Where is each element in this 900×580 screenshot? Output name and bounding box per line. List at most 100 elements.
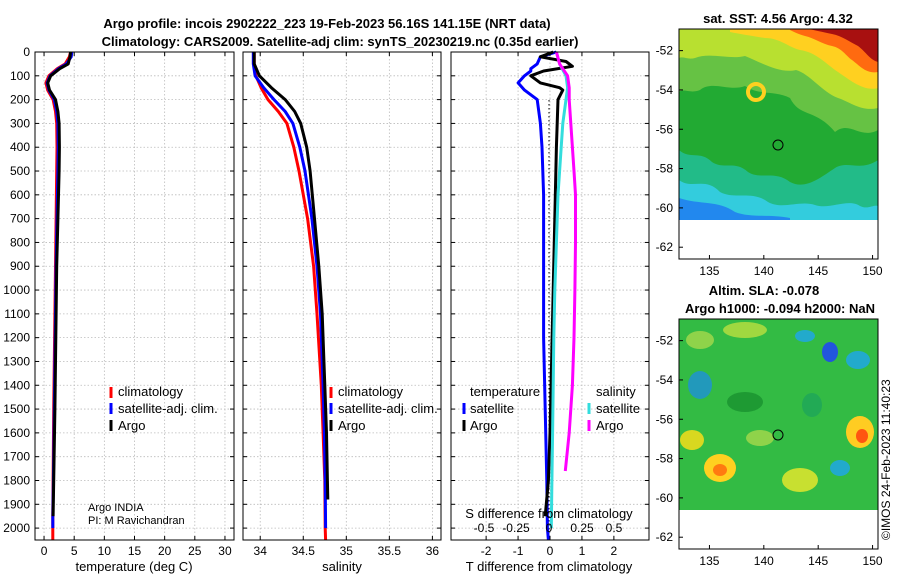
temperature-panel: 0100200300400500600700800900100011001200… — [3, 45, 235, 574]
sla-blob — [846, 351, 870, 369]
y-tick-label: 200 — [10, 93, 30, 107]
s-tick: 0.5 — [606, 521, 623, 535]
map-y-tick-label: -56 — [656, 122, 674, 136]
y-tick-label: 1500 — [3, 402, 30, 416]
legend-satellite-label: satellite-adj. clim. — [118, 401, 218, 416]
x-tick-label: 0 — [547, 544, 554, 558]
map-y-tick-label: -58 — [656, 452, 674, 466]
legend-temperature-title: temperature — [470, 384, 540, 399]
y-tick-label: 500 — [10, 164, 30, 178]
sla-blob — [713, 464, 727, 476]
salinity-axes-box — [242, 51, 442, 541]
map-y-tick-label: -62 — [656, 530, 674, 544]
y-tick-label: 1700 — [3, 450, 30, 464]
sla-argo-float-marker — [772, 429, 784, 441]
sla-map-panel: Altim. SLA: -0.078 Argo h1000: -0.094 h2… — [656, 283, 883, 568]
salinity-panel: 34 34.5 35 35.5 36 salinity climatology sate… — [242, 51, 442, 574]
x-tick-label: 25 — [188, 544, 202, 558]
legend-climatology-label: climatology — [118, 384, 184, 399]
y-tick-label: 1900 — [3, 497, 30, 511]
y-tick-label: 700 — [10, 212, 30, 226]
map-y-tick-label: -52 — [656, 44, 674, 58]
map-y-tick-label: -54 — [656, 373, 674, 387]
map-x-tick-label: 135 — [699, 264, 719, 278]
y-tick-label: 1400 — [3, 378, 30, 392]
map-x-tick-label: 150 — [863, 554, 883, 568]
x-tick-label: 34.5 — [292, 544, 316, 558]
sla-axes-box — [678, 318, 879, 550]
temperature-grid — [35, 51, 234, 540]
salinity-series — [251, 52, 330, 541]
y-tick-label: 1600 — [3, 426, 30, 440]
x-tick-label: 10 — [98, 544, 112, 558]
sst-eddy-feature — [746, 82, 766, 102]
sla-map-subtitle: Argo h1000: -0.094 h2000: NaN — [685, 301, 875, 316]
series-line — [549, 51, 570, 529]
y-tick-label: 400 — [10, 140, 30, 154]
argo-pi-annotation: PI: M Ravichandran — [88, 515, 185, 527]
map-y-tick-label: -60 — [656, 491, 674, 505]
s-tick: -0.25 — [502, 521, 530, 535]
difference-panel: -2 -1 0 1 2 T difference from climatology S … — [450, 50, 650, 574]
sst-axes-box — [678, 28, 879, 260]
series-line — [554, 51, 577, 472]
x-tick-label: 2 — [611, 544, 618, 558]
y-tick-label: 900 — [10, 259, 30, 273]
temperature-ticks: 0100200300400500600700800900100011001200… — [3, 45, 234, 558]
x-tick-label: 35 — [340, 544, 354, 558]
argo-program-annotation: Argo INDIA — [88, 502, 144, 514]
sla-background — [679, 319, 878, 510]
sla-blob — [802, 393, 822, 417]
y-tick-label: 0 — [23, 45, 30, 59]
map-x-tick-label: 145 — [808, 264, 828, 278]
legend-salinity-title: salinity — [596, 384, 636, 399]
sst-coldest-band — [679, 198, 790, 220]
sla-blob — [795, 330, 815, 342]
legend-argo-label: Argo — [118, 418, 145, 433]
map-x-tick-label: 135 — [699, 554, 719, 568]
y-tick-label: 1800 — [3, 473, 30, 487]
x-tick-label: 30 — [218, 544, 232, 558]
map-x-tick-label: 140 — [754, 554, 774, 568]
legend-temp-satellite-label: satellite — [470, 401, 514, 416]
x-tick-label: 34 — [254, 544, 268, 558]
y-tick-label: 2000 — [3, 521, 30, 535]
legend-climatology-label: climatology — [338, 384, 404, 399]
s-tick: -0.5 — [474, 521, 495, 535]
sla-blob — [686, 331, 714, 349]
salinity-legend: climatology satellite-adj. clim. Argo — [329, 384, 438, 433]
x-tick-label: 15 — [128, 544, 142, 558]
y-tick-label: 1000 — [3, 283, 30, 297]
sst-heatmap — [679, 29, 878, 220]
sla-map-ticks: 135 140 145 150 -52 -54 -56 -58 -60 -62 — [656, 334, 883, 568]
sla-blob — [856, 429, 868, 443]
sst-argo-float-marker — [772, 139, 784, 151]
sst-darkred-band — [808, 29, 878, 62]
map-y-tick-label: -54 — [656, 83, 674, 97]
difference-series — [516, 50, 577, 541]
sla-blob — [723, 322, 767, 338]
map-x-tick-label: 140 — [754, 264, 774, 278]
y-tick-label: 100 — [10, 69, 30, 83]
x-tick-label: 5 — [71, 544, 78, 558]
sla-map-title: Altim. SLA: -0.078 — [709, 283, 820, 298]
x-tick-label: 20 — [158, 544, 172, 558]
salinity-ticks: 34 34.5 35 35.5 36 — [243, 51, 441, 558]
sla-blob — [727, 392, 763, 412]
salinity-xlabel: salinity — [322, 559, 362, 574]
s-tick: 0.25 — [570, 521, 594, 535]
y-tick-label: 300 — [10, 116, 30, 130]
map-y-tick-label: -60 — [656, 201, 674, 215]
y-tick-label: 600 — [10, 188, 30, 202]
temperature-xlabel: temperature (deg C) — [75, 559, 192, 574]
y-tick-label: 1200 — [3, 331, 30, 345]
figure-title-line2: Climatology: CARS2009. Satellite-adj cli… — [102, 34, 579, 49]
sla-blob — [822, 342, 838, 362]
map-x-tick-label: 145 — [808, 554, 828, 568]
salinity-grid — [243, 51, 441, 540]
temperature-legend: climatology satellite-adj. clim. Argo — [109, 384, 218, 433]
series-line — [252, 52, 328, 541]
map-x-tick-label: 150 — [863, 264, 883, 278]
imos-footer: ©IMOS 24-Feb-2023 11:40:23 — [879, 379, 893, 540]
